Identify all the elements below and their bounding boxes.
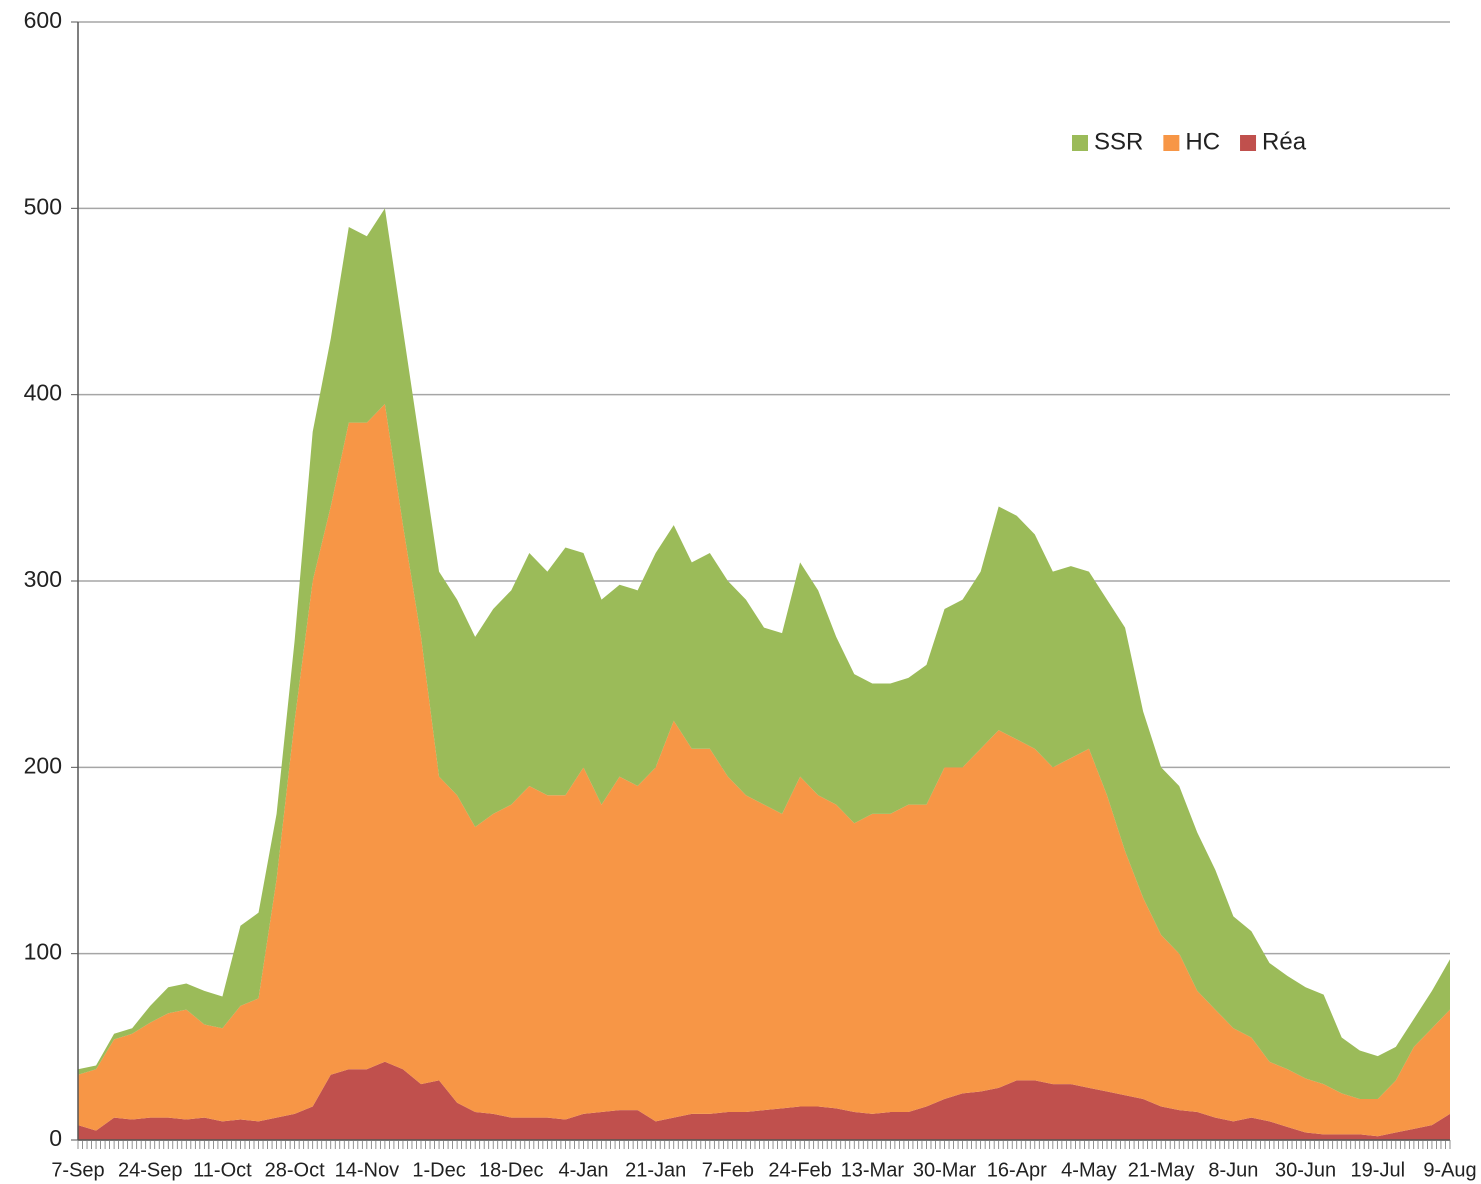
area	[78, 1061, 1450, 1140]
x-tick-label: 8-Jun	[1208, 1159, 1258, 1181]
area	[78, 208, 1450, 1100]
legend-swatch	[1072, 135, 1088, 151]
legend-swatch	[1240, 135, 1257, 151]
y-tick-label: 600	[24, 7, 62, 33]
x-tick-label: 30-Mar	[913, 1159, 977, 1181]
legend-label: SSR	[1094, 128, 1143, 155]
x-tick-label: 13-Mar	[841, 1159, 905, 1181]
y-tick-label: 200	[24, 752, 62, 778]
y-tick-label: 400	[24, 380, 62, 406]
area	[78, 403, 1450, 1137]
x-tick-label: 28-Oct	[265, 1159, 325, 1181]
x-tick-label: 4-Jan	[558, 1159, 608, 1181]
x-tick-label: 18-Dec	[479, 1159, 543, 1181]
y-tick-label: 100	[24, 939, 62, 965]
legend-swatch	[1163, 135, 1180, 151]
x-tick-label: 30-Jun	[1275, 1159, 1336, 1181]
x-tick-label: 14-Nov	[335, 1159, 399, 1181]
y-tick-label: 500	[24, 193, 62, 219]
x-tick-label: 21-Jan	[625, 1159, 686, 1181]
x-tick-label: 7-Sep	[51, 1159, 104, 1181]
x-tick-label: 16-Apr	[987, 1159, 1047, 1181]
x-tick-label: 1-Dec	[412, 1159, 465, 1181]
legend-label: Réa	[1262, 128, 1307, 155]
x-tick-label: 24-Sep	[118, 1159, 183, 1181]
x-tick-label: 24-Feb	[768, 1159, 831, 1181]
x-tick-label: 7-Feb	[702, 1159, 754, 1181]
x-tick-label: 19-Jul	[1351, 1159, 1405, 1181]
y-tick-label: 300	[24, 566, 62, 592]
x-tick-label: 11-Oct	[193, 1159, 252, 1181]
x-tick-label: 21-May	[1128, 1159, 1195, 1181]
x-tick-label: 4-May	[1061, 1159, 1117, 1181]
y-tick-label: 0	[49, 1125, 62, 1151]
x-tick-label: 9-Aug	[1423, 1159, 1476, 1181]
legend-label: HC	[1185, 128, 1220, 155]
